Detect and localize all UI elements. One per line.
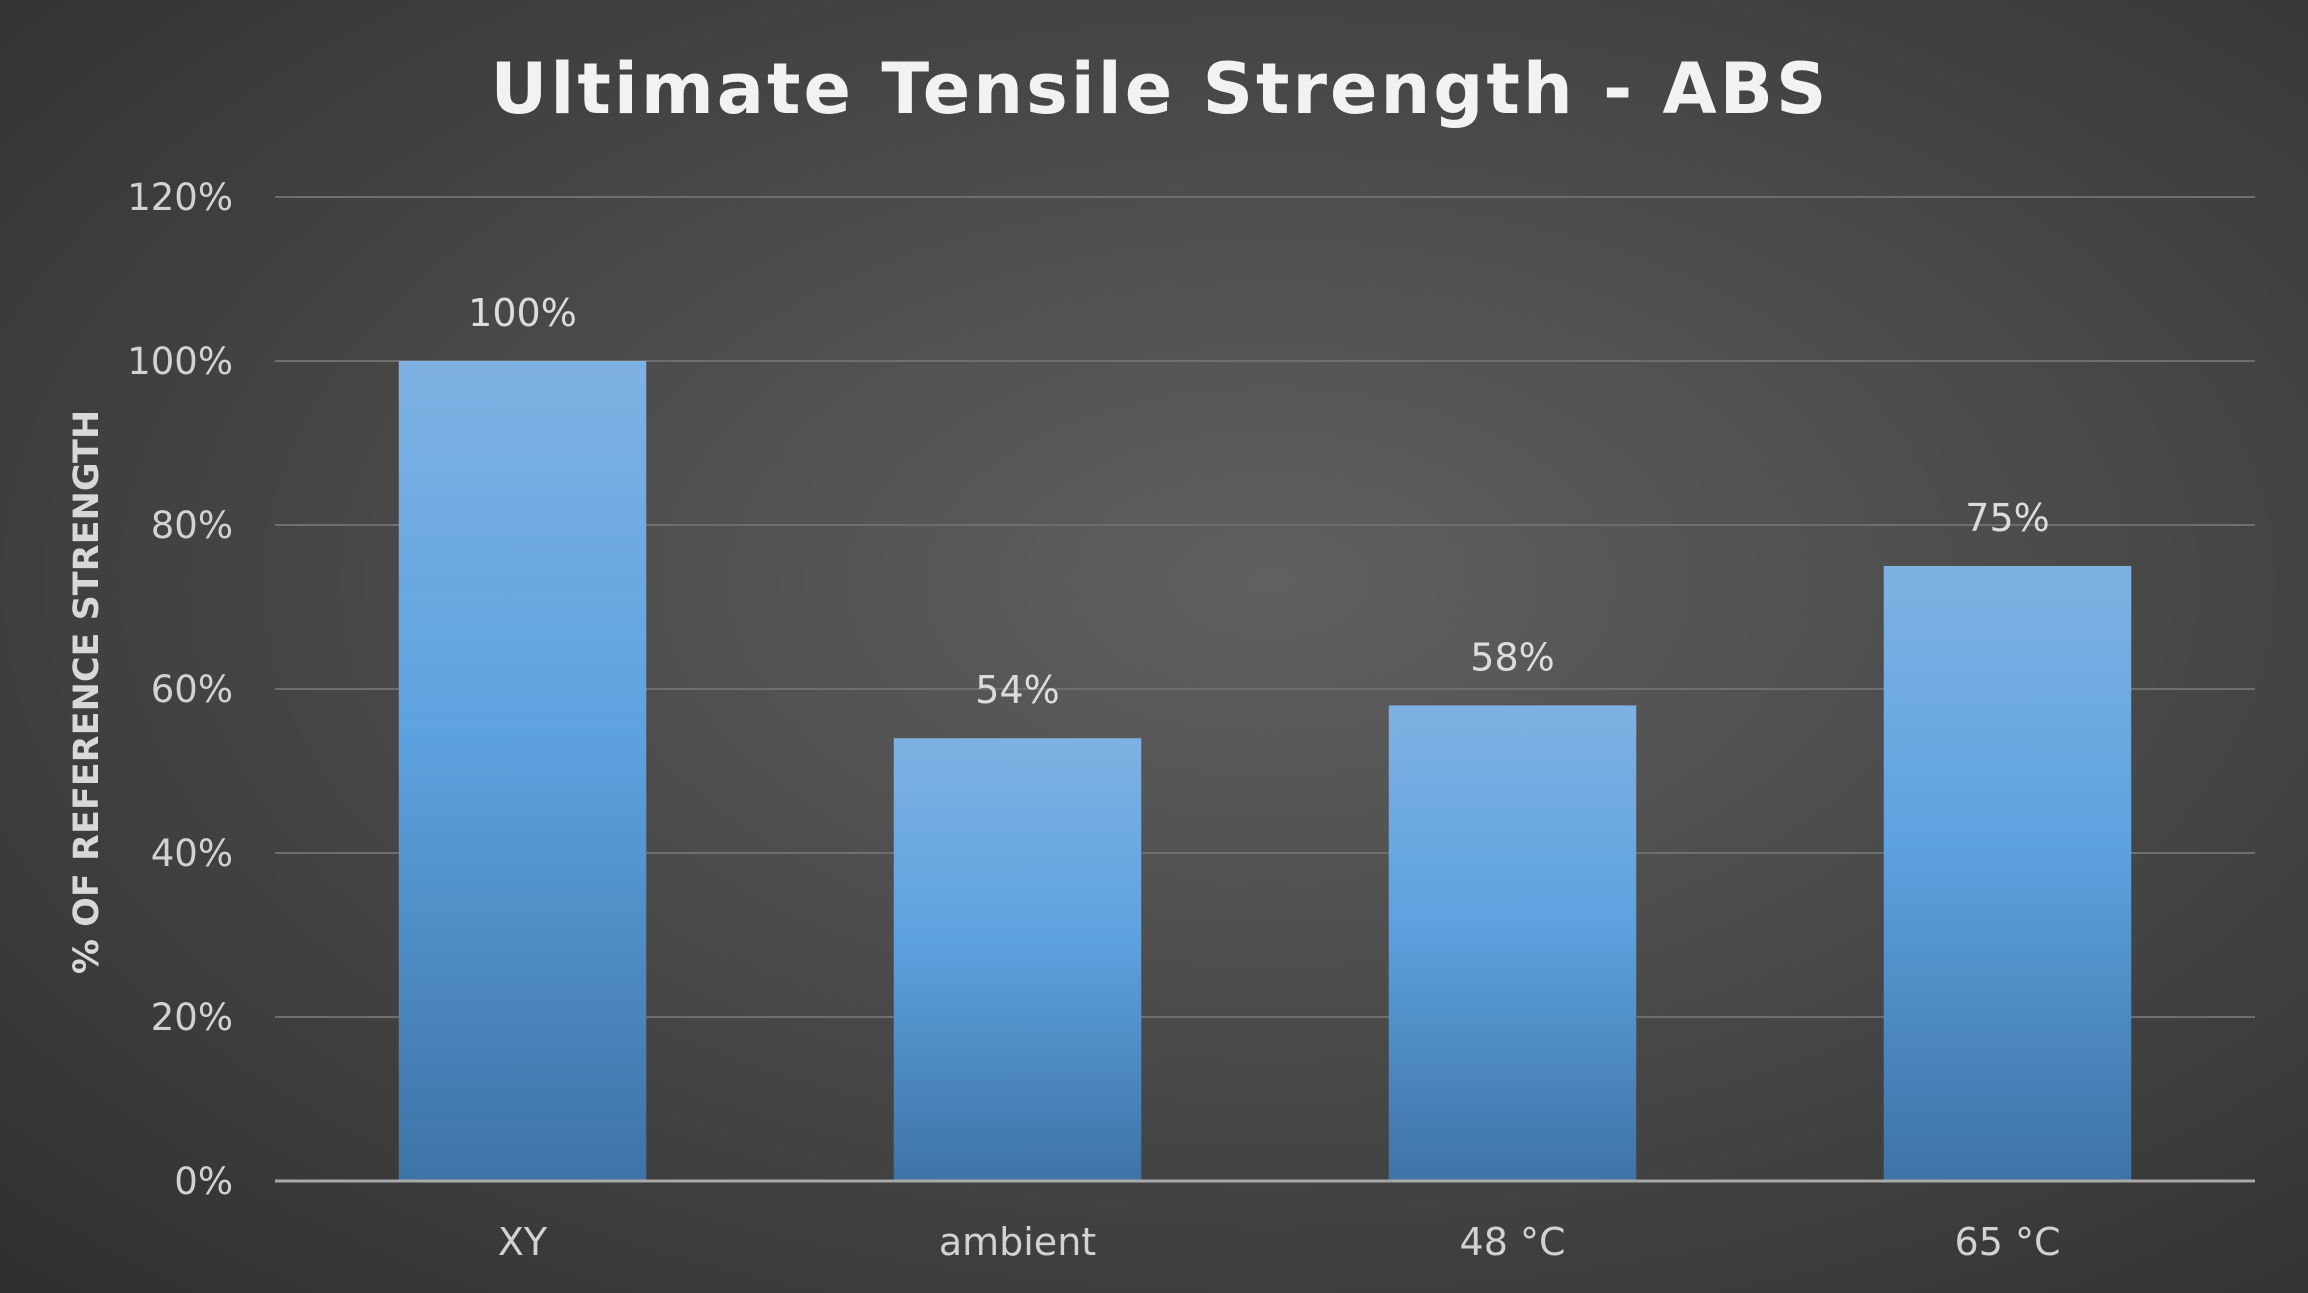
x-axis-categories: XY ambient 48 °C 65 °C [498,1220,2061,1264]
x-category-label: 48 °C [1460,1220,1566,1264]
bar [893,738,1142,1181]
bar [1883,566,2132,1181]
x-category-label: XY [498,1220,548,1264]
data-label: 100% [468,291,577,335]
chart-title: Ultimate Tensile Strength - ABS [491,48,1830,130]
x-category-label: ambient [939,1220,1096,1264]
y-axis-ticks: 0% 20% 40% 60% 80% 100% 120% [127,176,233,1203]
y-tick-label: 20% [151,996,233,1039]
y-tick-label: 80% [151,504,233,547]
y-tick-label: 0% [174,1160,233,1203]
x-category-label: 65 °C [1955,1220,2061,1264]
y-tick-label: 60% [151,668,233,711]
bar [398,361,647,1181]
y-tick-label: 120% [127,176,233,219]
y-tick-label: 100% [127,340,233,383]
bar [1388,705,1637,1181]
y-tick-label: 40% [151,832,233,875]
bars [398,361,2132,1181]
data-label: 75% [1965,496,2049,540]
data-labels: 100% 54% 58% 75% [468,291,2050,712]
y-axis-title: % OF REFERENCE STRENGTH [67,410,107,974]
data-label: 54% [975,668,1059,712]
data-label: 58% [1470,635,1554,679]
